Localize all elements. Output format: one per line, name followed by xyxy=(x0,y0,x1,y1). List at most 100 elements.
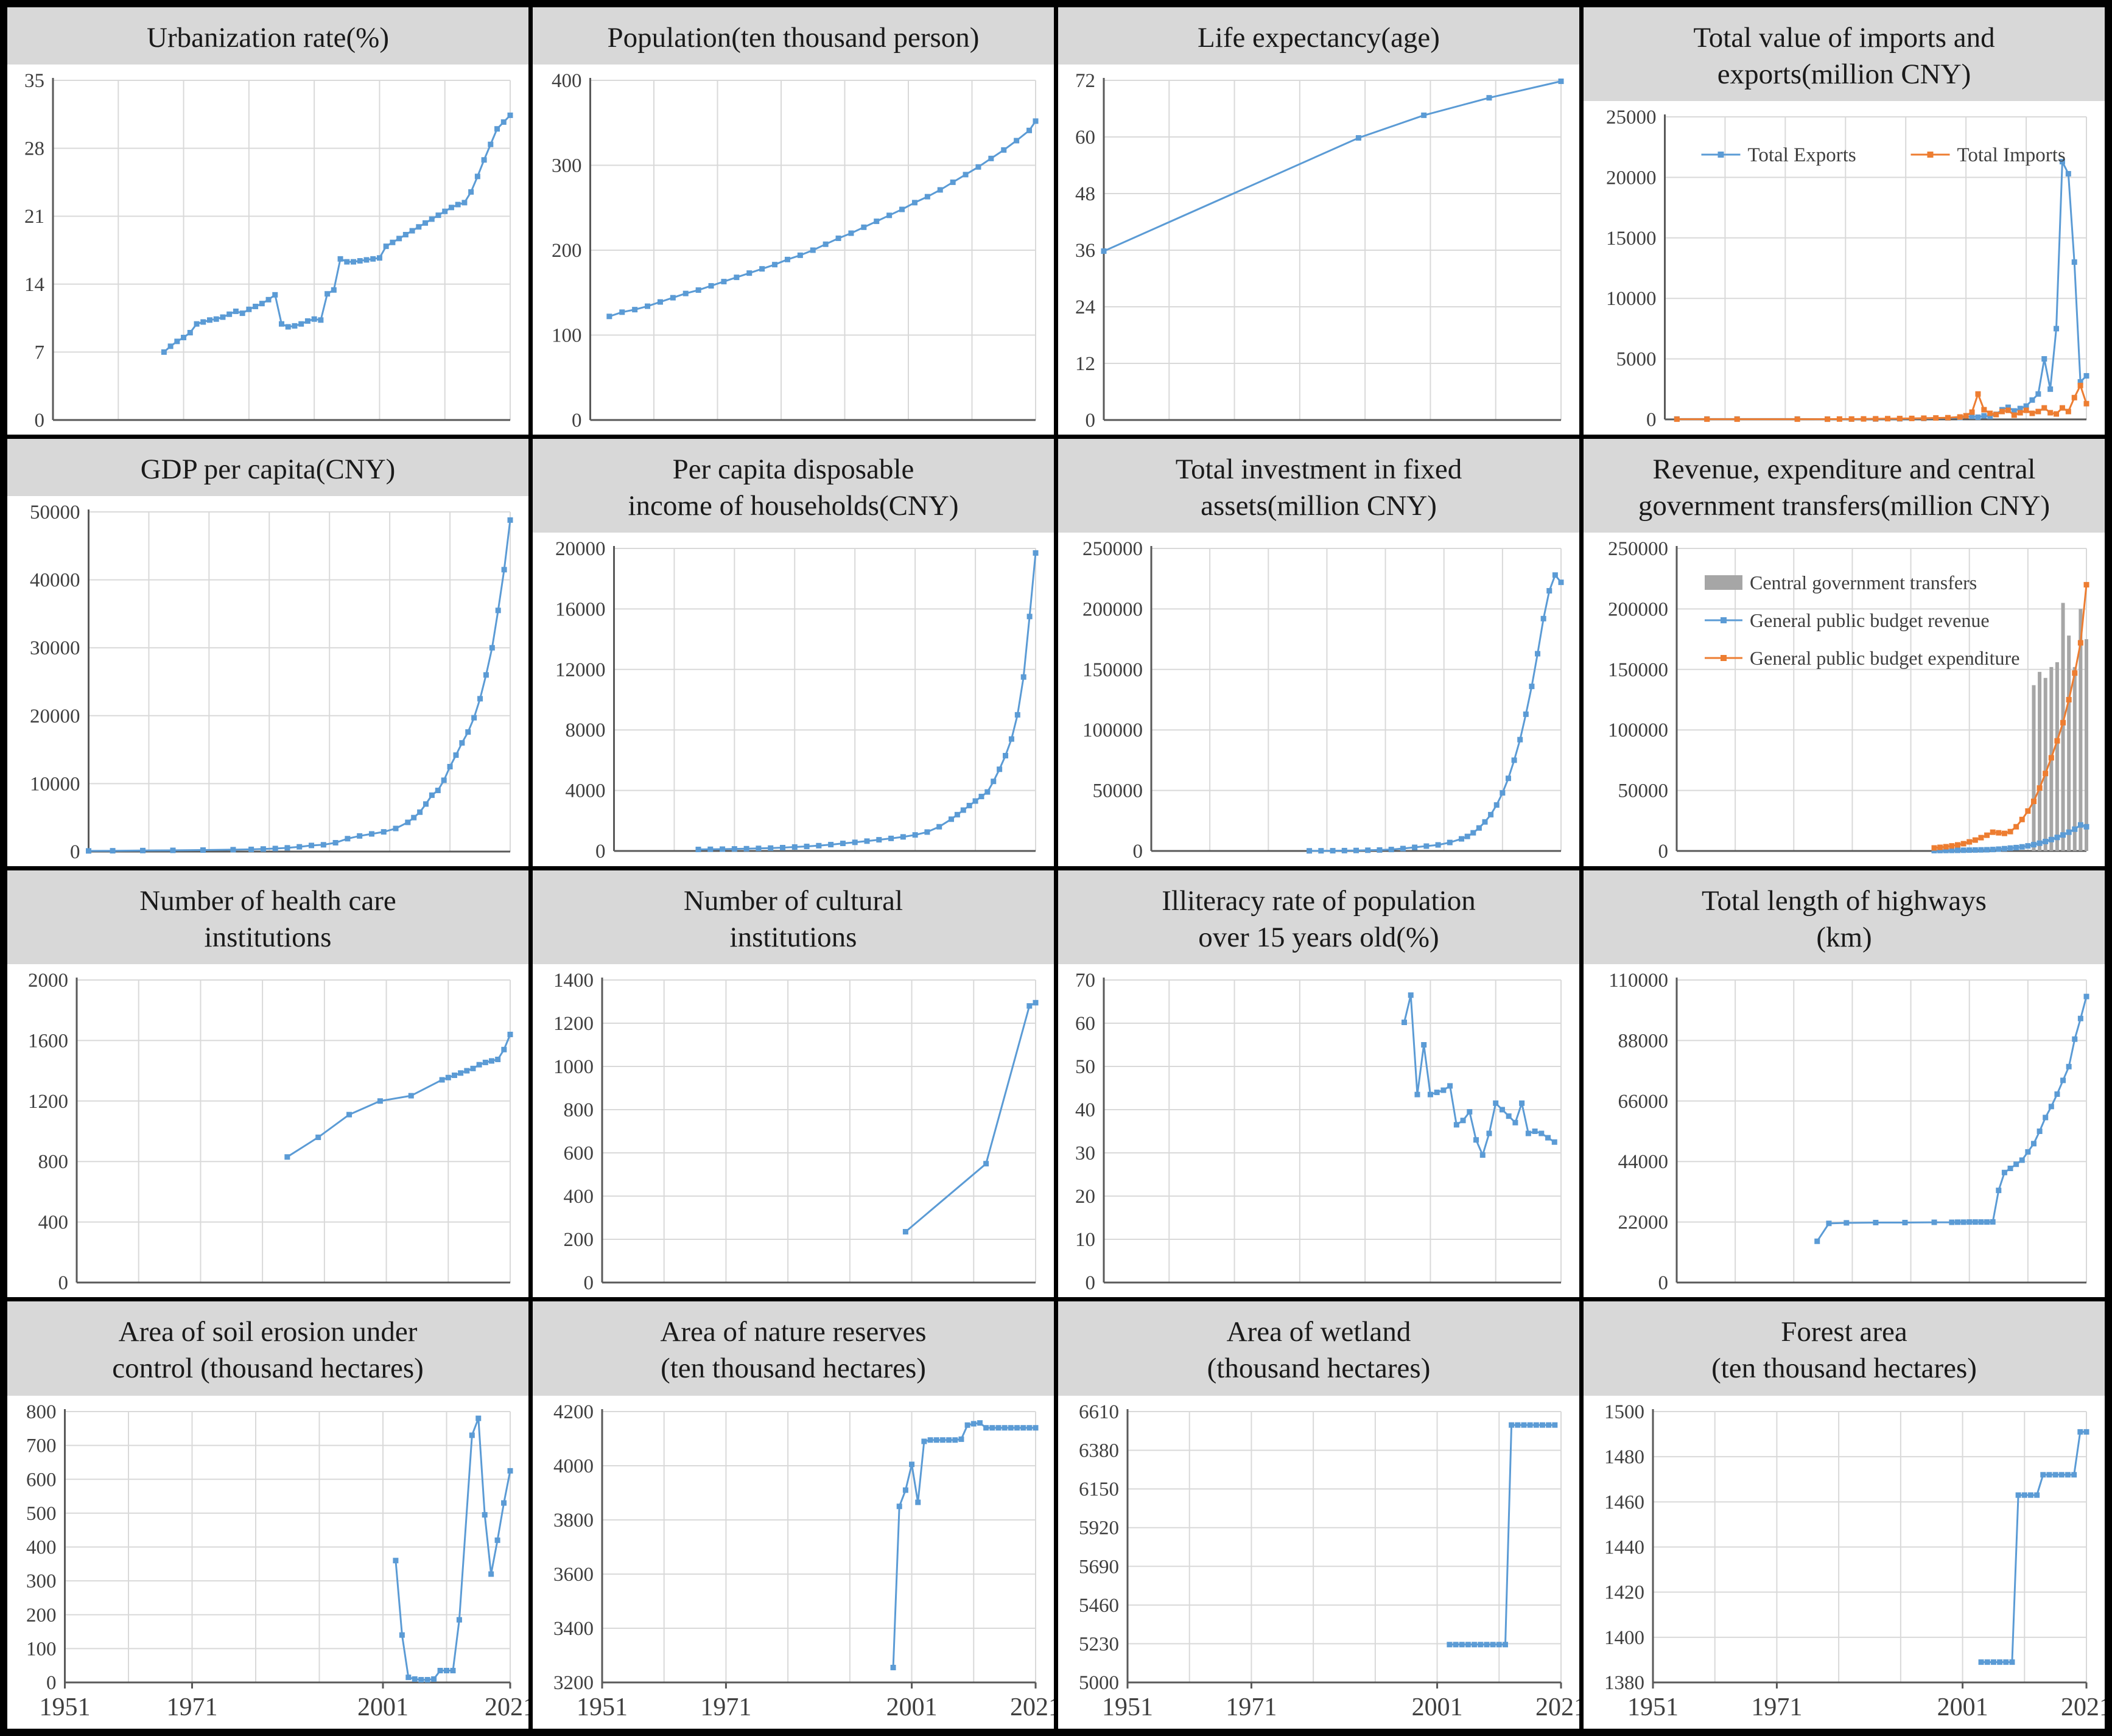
data-point-marker xyxy=(1960,1219,1966,1225)
data-point-marker xyxy=(363,257,370,263)
data-point-marker xyxy=(507,1468,513,1474)
data-point-marker xyxy=(1033,1424,1039,1430)
y-axis-tick-label: 3400 xyxy=(553,1618,594,1640)
data-point-marker xyxy=(213,316,219,322)
data-point-marker xyxy=(1943,844,1949,850)
y-axis-tick-label: 0 xyxy=(595,841,606,863)
data-point-marker xyxy=(1521,1422,1527,1428)
data-point-marker xyxy=(1014,138,1020,144)
data-point-marker xyxy=(2035,391,2041,397)
data-point-marker xyxy=(2077,1429,2083,1435)
data-point-marker xyxy=(911,200,917,206)
data-point-marker xyxy=(494,1537,500,1543)
data-point-marker xyxy=(619,309,625,315)
x-axis-tick-label: 2021 xyxy=(1535,1693,1579,1721)
data-point-marker xyxy=(1999,408,2005,415)
data-point-marker xyxy=(721,279,727,285)
data-point-marker xyxy=(1987,410,1993,416)
data-point-marker xyxy=(1873,416,1879,422)
data-point-marker xyxy=(2013,1161,2019,1167)
y-axis-tick-label: 35 xyxy=(24,70,44,92)
data-point-marker xyxy=(390,239,396,245)
data-point-marker xyxy=(1993,411,1999,418)
data-point-marker xyxy=(318,317,324,323)
data-point-marker xyxy=(464,1068,470,1074)
data-point-marker xyxy=(989,1424,995,1430)
data-point-marker xyxy=(949,816,954,822)
y-axis-tick-label: 44000 xyxy=(1618,1151,1669,1173)
chart-canvas: 0 4000 8000 12000 16000 20000 xyxy=(555,538,1039,863)
y-axis-tick-label: 600 xyxy=(564,1143,594,1164)
y-axis-tick-label: 72 xyxy=(1075,70,1095,92)
data-point-marker xyxy=(670,295,676,301)
data-point-marker xyxy=(2019,1157,2025,1163)
data-point-marker xyxy=(1447,1641,1453,1647)
data-point-marker xyxy=(1470,830,1476,836)
chart-plot-area: 0 10000 20000 30000 40000 50000 xyxy=(7,496,528,866)
y-axis-tick-label: 20000 xyxy=(1606,167,1657,189)
data-point-marker xyxy=(1033,550,1039,556)
data-point-marker xyxy=(927,1437,933,1443)
data-point-marker xyxy=(2011,408,2017,414)
data-point-marker xyxy=(495,1056,501,1062)
data-point-marker xyxy=(1535,651,1541,657)
data-point-marker xyxy=(442,208,448,214)
data-point-marker xyxy=(1674,416,1680,422)
data-point-marker xyxy=(2066,697,2072,703)
data-point-marker xyxy=(2077,822,2083,828)
data-point-marker xyxy=(2071,1471,2077,1477)
y-axis-tick-label: 60 xyxy=(1075,127,1095,149)
data-point-marker xyxy=(357,258,363,264)
data-point-marker xyxy=(1945,415,1951,421)
data-point-marker xyxy=(1026,1003,1033,1009)
data-point-marker xyxy=(1529,684,1535,690)
chart-title: Life expectancy(age) xyxy=(1058,7,1579,65)
chart-canvas: 5000 5230 5460 5690 5920 6150 6380 6610 1951 1971… xyxy=(1079,1401,1579,1721)
data-point-marker xyxy=(731,846,737,852)
data-point-marker xyxy=(1734,416,1740,422)
data-point-marker xyxy=(1954,847,1960,853)
data-point-marker xyxy=(797,253,803,259)
data-point-marker xyxy=(2083,824,2089,830)
data-point-marker xyxy=(946,1437,952,1443)
y-axis-tick-label: 100000 xyxy=(1082,719,1143,741)
data-point-marker xyxy=(1026,127,1033,133)
y-axis-tick-label: 1400 xyxy=(1604,1626,1644,1648)
data-point-marker xyxy=(1987,413,1993,419)
data-point-marker xyxy=(924,194,930,200)
bar-series-bar xyxy=(2038,671,2042,852)
data-point-marker xyxy=(1517,737,1523,743)
data-point-marker xyxy=(1490,1641,1496,1647)
data-point-marker xyxy=(864,838,870,844)
data-point-marker xyxy=(1532,1128,1538,1134)
line-series-path xyxy=(892,1421,1036,1668)
chart-title-line: exports(million CNY) xyxy=(1717,58,1971,91)
y-axis-tick-label: 100 xyxy=(26,1638,57,1660)
data-point-marker xyxy=(230,847,236,853)
data-point-marker xyxy=(1014,712,1020,718)
data-point-marker xyxy=(2048,755,2054,761)
data-point-marker xyxy=(383,243,389,250)
data-point-marker xyxy=(2066,829,2072,835)
y-axis-tick-label: 250000 xyxy=(1608,538,1668,560)
data-point-marker xyxy=(2077,379,2083,385)
y-axis-tick-label: 48 xyxy=(1075,183,1095,205)
chart-canvas: 1380 1400 1420 1440 1460 1480 1500 1951 1971 2001… xyxy=(1604,1401,2105,1721)
bar-series-bar xyxy=(2079,609,2083,852)
data-point-marker xyxy=(1981,407,1987,413)
data-point-marker xyxy=(2048,836,2054,842)
data-point-marker xyxy=(1464,833,1470,839)
data-point-marker xyxy=(708,283,714,289)
data-point-marker xyxy=(1972,847,1978,853)
data-point-marker xyxy=(1978,1659,1984,1665)
data-point-marker xyxy=(1020,1424,1026,1430)
data-point-marker xyxy=(444,1667,449,1673)
data-point-marker xyxy=(455,201,461,208)
data-point-marker xyxy=(888,835,894,841)
data-point-marker xyxy=(1447,1083,1453,1089)
data-point-marker xyxy=(453,752,459,758)
data-point-marker xyxy=(2037,840,2043,846)
data-point-marker xyxy=(936,824,942,830)
y-axis-tick-label: 3200 xyxy=(553,1672,594,1694)
data-point-marker xyxy=(1848,416,1854,422)
